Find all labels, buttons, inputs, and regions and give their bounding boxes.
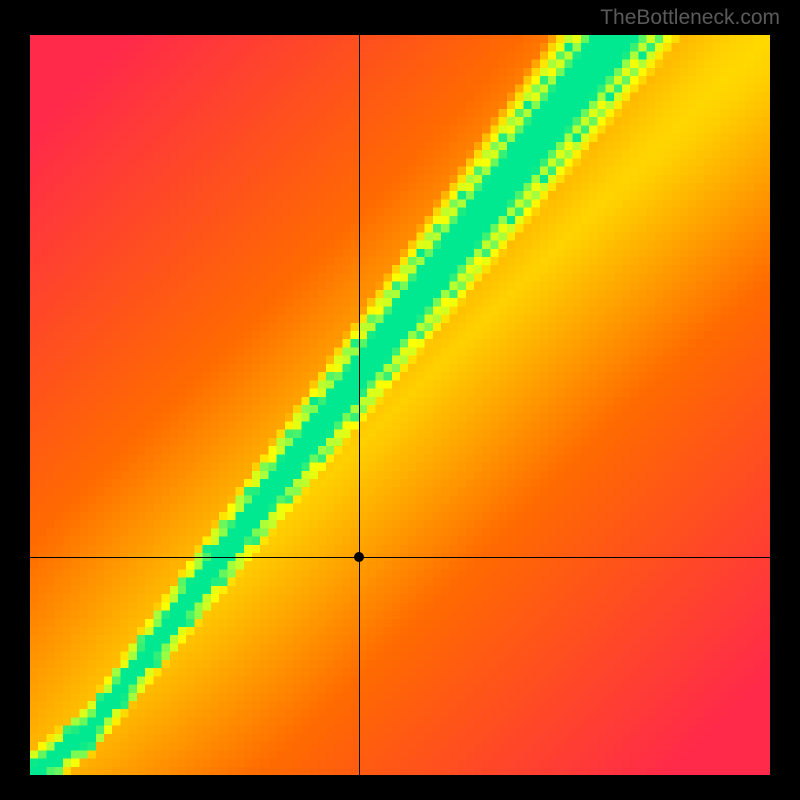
crosshair-horizontal <box>30 557 770 558</box>
watermark-text: TheBottleneck.com <box>600 6 780 30</box>
heatmap-canvas <box>30 35 770 775</box>
marker-dot <box>354 552 364 562</box>
crosshair-vertical <box>359 35 360 775</box>
plot-area <box>30 35 770 775</box>
